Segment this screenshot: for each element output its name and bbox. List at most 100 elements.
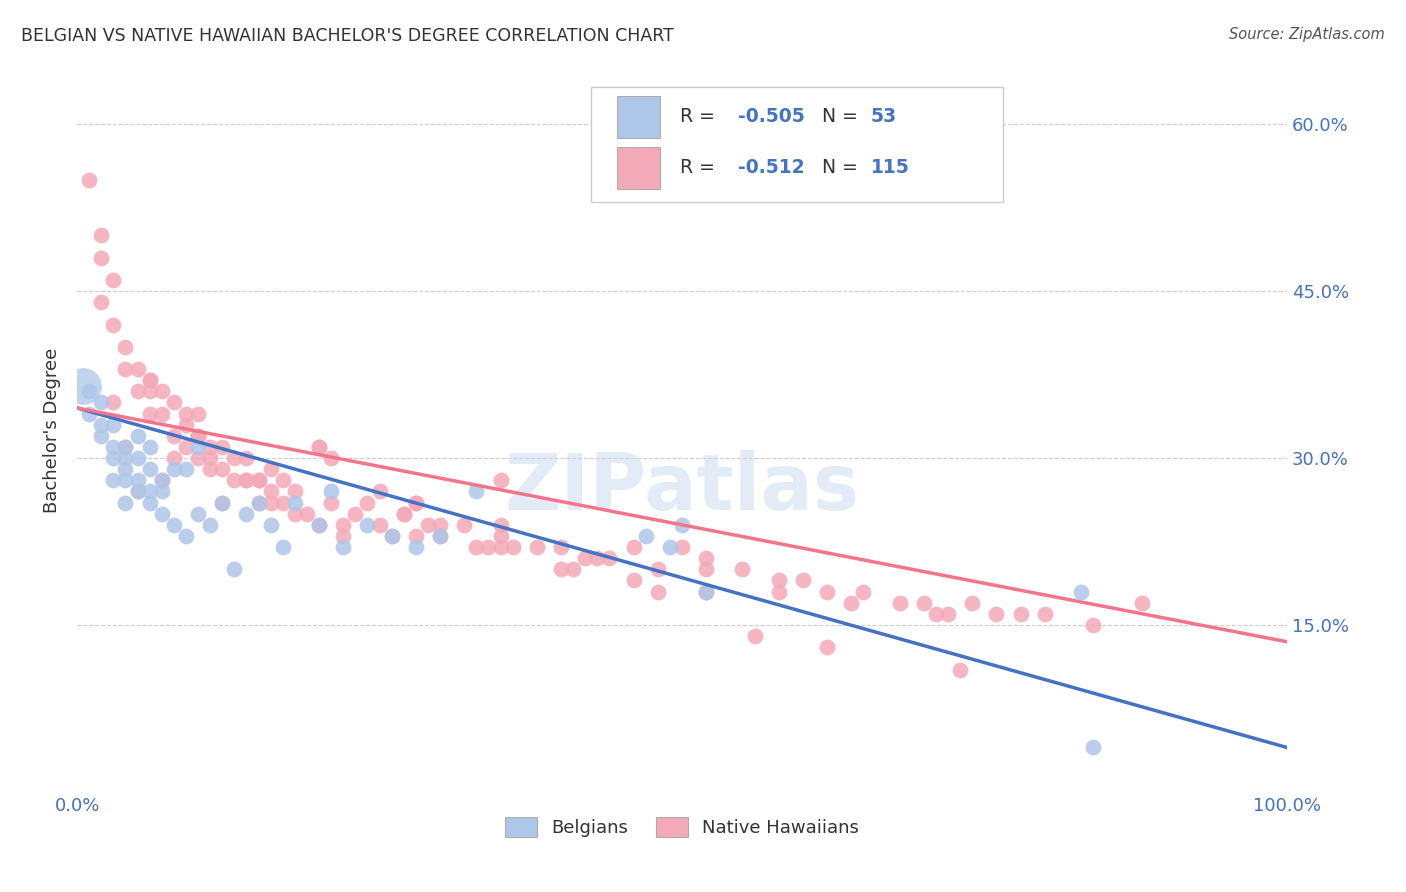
Legend: Belgians, Native Hawaiians: Belgians, Native Hawaiians [498,810,866,845]
Point [150,473,173,487]
Point [949,663,972,677]
Point [321,451,343,466]
Point [658,540,681,554]
Point [502,540,524,554]
Point [284,495,307,509]
Point [114,340,136,354]
Point [138,384,160,399]
Point [163,429,186,443]
Point [174,407,197,421]
Point [138,495,160,509]
Point [550,562,572,576]
Point [127,429,149,443]
Point [224,562,246,576]
Text: R =: R = [679,159,720,178]
Point [308,440,330,454]
Point [127,384,149,399]
Point [114,462,136,476]
Point [235,507,257,521]
Point [271,495,294,509]
Point [235,473,257,487]
Point [405,529,427,543]
Text: N =: N = [823,159,865,178]
Point [150,407,173,421]
Point [103,473,125,487]
Point [852,584,875,599]
Point [368,484,391,499]
Point [247,473,270,487]
Text: 115: 115 [870,159,910,178]
Point [198,451,221,466]
Point [1010,607,1032,621]
Point [114,495,136,509]
Point [187,507,209,521]
Point [77,173,100,187]
Point [198,462,221,476]
Text: Source: ZipAtlas.com: Source: ZipAtlas.com [1229,27,1385,42]
Point [174,440,197,454]
Point [163,462,186,476]
Point [90,295,112,310]
Point [695,584,717,599]
Point [332,540,354,554]
Text: 53: 53 [870,108,897,127]
Point [332,529,354,543]
Text: BELGIAN VS NATIVE HAWAIIAN BACHELOR'S DEGREE CORRELATION CHART: BELGIAN VS NATIVE HAWAIIAN BACHELOR'S DE… [21,27,673,45]
Point [429,517,451,532]
Point [321,484,343,499]
Point [405,540,427,554]
Point [259,462,281,476]
Point [623,540,645,554]
Point [103,318,125,332]
Point [321,495,343,509]
Point [889,596,911,610]
Point [768,574,790,588]
Point [271,473,294,487]
Point [586,551,609,566]
Point [187,407,209,421]
Point [138,407,160,421]
Point [405,495,427,509]
Point [77,384,100,399]
Point [90,417,112,432]
Point [150,484,173,499]
Text: -0.505: -0.505 [738,108,804,127]
Point [103,273,125,287]
Point [634,529,657,543]
Point [1070,584,1092,599]
Point [114,451,136,466]
Point [247,495,270,509]
Point [1130,596,1153,610]
Point [198,440,221,454]
FancyBboxPatch shape [617,146,661,189]
Point [174,529,197,543]
Point [489,473,512,487]
Point [127,451,149,466]
Point [598,551,620,566]
FancyBboxPatch shape [592,87,1002,202]
Text: ZIPatlas: ZIPatlas [505,450,859,526]
Point [986,607,1008,621]
Point [695,551,717,566]
Point [912,596,935,610]
Point [247,473,270,487]
Point [429,529,451,543]
Point [259,484,281,499]
Point [163,451,186,466]
Point [381,529,404,543]
Point [174,417,197,432]
Point [489,540,512,554]
Point [925,607,948,621]
Point [465,540,488,554]
Point [405,495,427,509]
Point [235,473,257,487]
Point [489,517,512,532]
Point [224,473,246,487]
Point [103,395,125,409]
Point [114,473,136,487]
Point [138,373,160,387]
Point [259,517,281,532]
Point [259,495,281,509]
Point [127,473,149,487]
Point [429,529,451,543]
